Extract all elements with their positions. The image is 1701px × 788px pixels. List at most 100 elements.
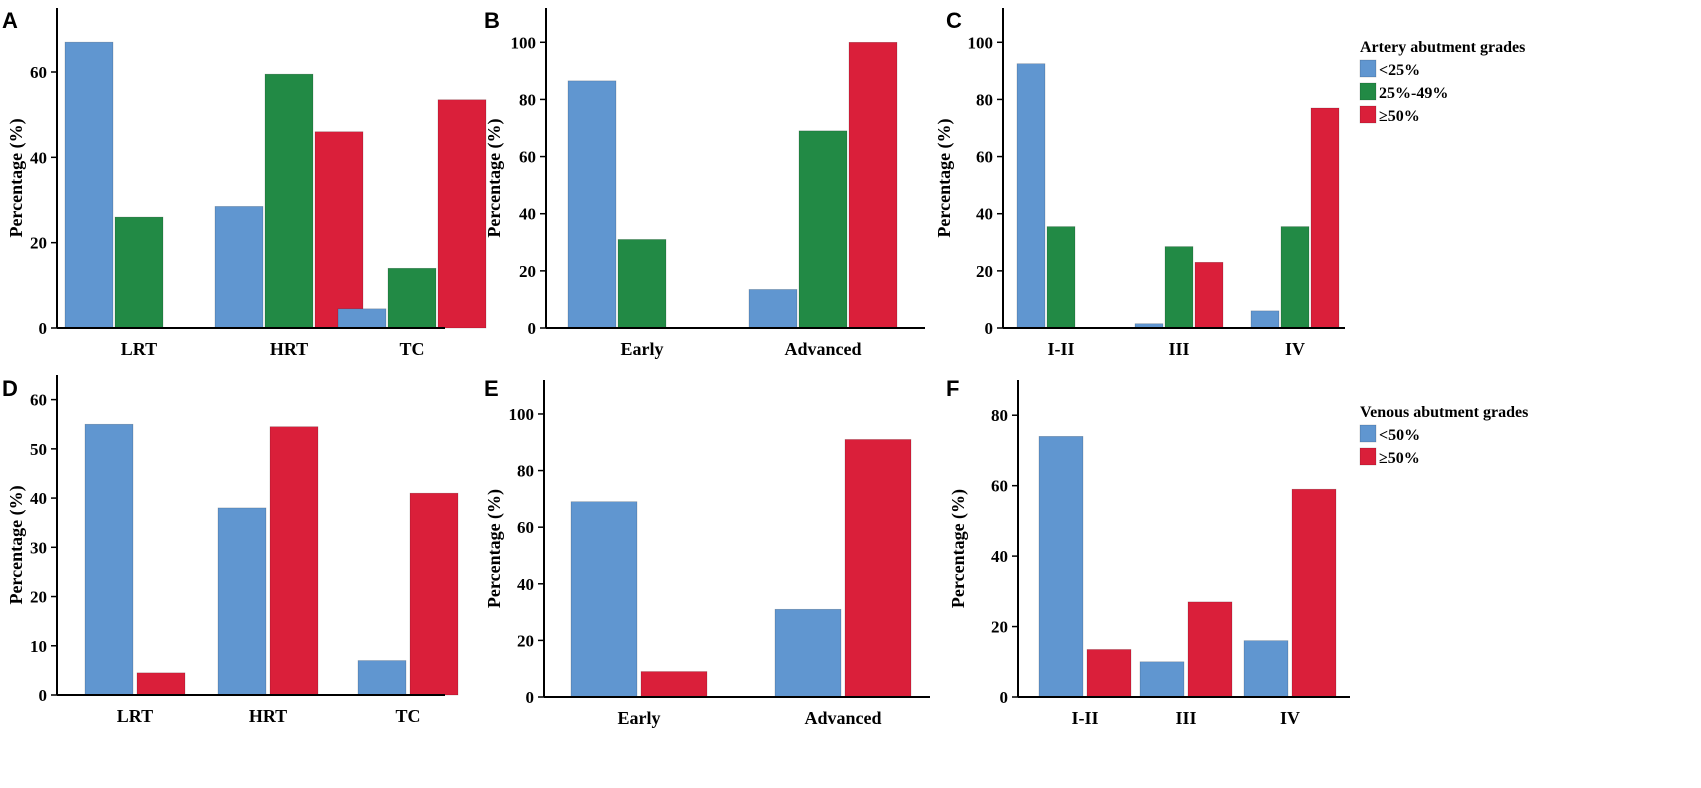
panel-label-f: F (946, 376, 959, 401)
bar-a-2-2 (437, 99, 487, 329)
bar-d-2-0 (357, 660, 407, 696)
y-axis-label: Percentage (%) (6, 485, 27, 604)
bar-a-2-1 (387, 267, 437, 329)
bar-c-2-2 (1310, 107, 1340, 329)
panel-a: A LRT HRT TC 0 20 40 60 Percentage (%) (2, 8, 487, 359)
legend-title: Venous abutment grades (1360, 404, 1528, 421)
bar-b-1-0 (748, 289, 798, 329)
x-tick-label: LRT (117, 706, 153, 726)
y-axis-label: Percentage (%) (484, 118, 505, 237)
bar-c-0-0 (1016, 63, 1046, 329)
y-tick-label: 40 (519, 205, 536, 224)
x-tick-label: I-II (1047, 339, 1074, 359)
panel-label-a: A (2, 8, 18, 33)
y-tick-label: 20 (517, 631, 534, 650)
bar-c-1-1 (1164, 246, 1194, 329)
legend-item-label: 25%-49% (1379, 85, 1448, 102)
x-tick-label: Early (621, 339, 664, 359)
panel-label-d: D (2, 376, 18, 401)
bar-f-2-1 (1291, 488, 1337, 698)
bar-a-0-0 (64, 41, 114, 329)
y-tick-label: 20 (519, 262, 536, 281)
bar-c-2-0 (1250, 310, 1280, 329)
x-tick-label: LRT (121, 339, 157, 359)
panel-c: C I-II III IV 0 20 40 60 80 100 Percentage (%) (934, 8, 1345, 359)
bar-d-2-1 (409, 492, 459, 696)
legend-item-label: ≥50% (1379, 108, 1420, 125)
bar-f-0-1 (1086, 649, 1132, 698)
y-axis-label: Percentage (%) (6, 118, 27, 237)
bar-e-1-0 (774, 608, 842, 698)
y-tick-label: 60 (30, 63, 47, 82)
legend-artery: Artery abutment grades <25% 25%-49% ≥50% (1359, 39, 1525, 125)
y-tick-label: 80 (519, 90, 536, 109)
y-tick-label: 60 (976, 148, 993, 167)
bar-f-1-0 (1139, 661, 1185, 698)
y-tick-label: 60 (517, 518, 534, 537)
y-tick-label: 10 (30, 637, 47, 656)
bar-a-0-1 (114, 216, 164, 329)
y-tick-label: 0 (39, 686, 48, 705)
y-tick-label: 0 (985, 319, 994, 338)
y-tick-label: 60 (30, 391, 47, 410)
x-tick-label: HRT (249, 706, 287, 726)
legend-item-label: <50% (1379, 427, 1420, 444)
legend-swatch (1359, 82, 1377, 101)
bar-e-0-0 (570, 501, 638, 698)
y-tick-label: 40 (991, 547, 1008, 566)
x-tick-label: Advanced (784, 339, 861, 359)
y-tick-label: 60 (991, 477, 1008, 496)
bar-b-0-0 (567, 80, 617, 329)
bar-f-1-1 (1187, 601, 1233, 698)
legend-swatch (1359, 105, 1377, 124)
legend-title: Artery abutment grades (1360, 39, 1525, 56)
bar-c-0-1 (1046, 226, 1076, 329)
y-tick-label: 0 (39, 319, 48, 338)
y-tick-label: 100 (509, 405, 535, 424)
panel-label-c: C (946, 8, 962, 33)
y-tick-label: 80 (991, 406, 1008, 425)
panel-d: D LRT HRT TC 0 10 20 30 40 50 60 Percentage (%) (2, 375, 459, 726)
y-tick-label: 40 (976, 205, 993, 224)
x-tick-label: III (1175, 708, 1196, 728)
y-tick-label: 40 (30, 148, 47, 167)
y-tick-label: 60 (519, 148, 536, 167)
bar-c-2-1 (1280, 226, 1310, 329)
y-tick-label: 0 (528, 319, 537, 338)
x-tick-label: TC (399, 339, 424, 359)
bar-a-1-2 (314, 131, 364, 329)
x-tick-label: III (1168, 339, 1189, 359)
bar-f-0-0 (1038, 436, 1084, 698)
y-tick-label: 100 (968, 33, 994, 52)
x-tick-label: IV (1280, 708, 1300, 728)
bar-b-1-1 (798, 130, 848, 329)
y-tick-label: 50 (30, 440, 47, 459)
x-tick-label: IV (1285, 339, 1305, 359)
x-tick-label: I-II (1071, 708, 1098, 728)
y-axis-label: Percentage (%) (484, 489, 505, 608)
legend-swatch (1359, 447, 1377, 466)
x-tick-label: HRT (270, 339, 308, 359)
bar-e-1-1 (844, 439, 912, 698)
x-tick-label: TC (395, 706, 420, 726)
panel-b: B Early Advanced 0 20 40 60 80 100 Percentage (%) (484, 8, 925, 359)
panel-label-b: B (484, 8, 500, 33)
y-tick-label: 80 (517, 462, 534, 481)
bar-d-0-0 (84, 423, 134, 696)
y-tick-label: 20 (991, 618, 1008, 637)
bar-d-0-1 (136, 672, 186, 696)
y-tick-label: 30 (30, 538, 47, 557)
x-tick-label: Advanced (804, 708, 881, 728)
y-tick-label: 0 (526, 688, 535, 707)
y-axis-label: Percentage (%) (934, 118, 955, 237)
legend-swatch (1359, 59, 1377, 78)
legend-item-label: <25% (1379, 62, 1420, 79)
bar-b-0-1 (617, 239, 667, 329)
bar-d-1-0 (217, 507, 267, 696)
y-axis-label: Percentage (%) (948, 489, 969, 608)
legend-item-label: ≥50% (1379, 450, 1420, 467)
panel-label-e: E (484, 376, 499, 401)
y-tick-label: 40 (30, 489, 47, 508)
y-tick-label: 20 (976, 262, 993, 281)
